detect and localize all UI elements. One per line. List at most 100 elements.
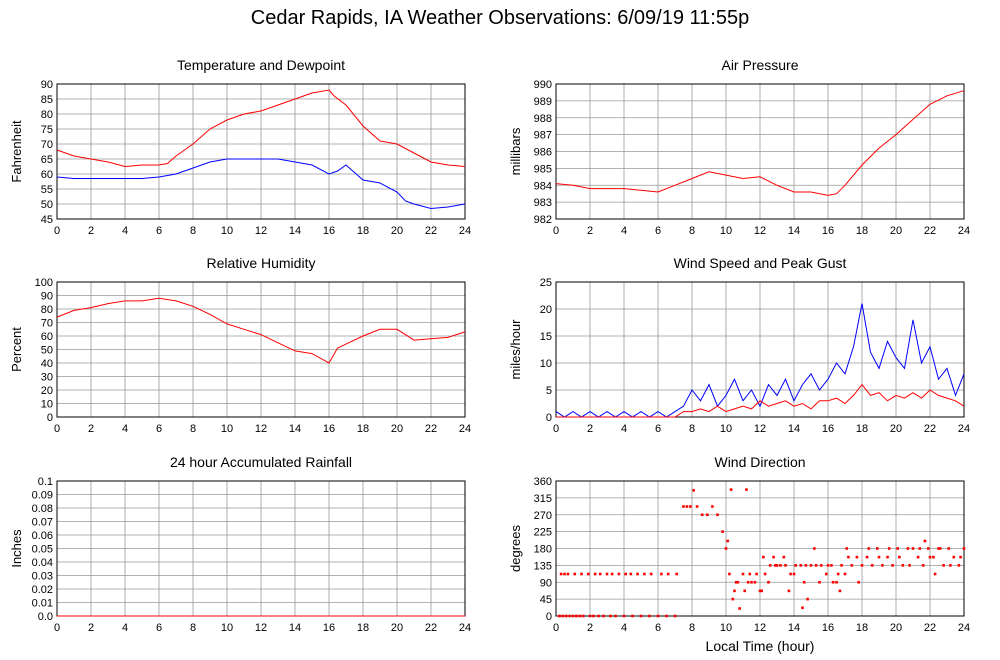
humidity-xtick-label: 8 <box>190 423 196 435</box>
pressure-title: Air Pressure <box>721 57 798 73</box>
wind-series-line-0 <box>555 303 965 418</box>
rain-ytick-label: 0.06 <box>32 530 53 542</box>
winddir-point <box>891 564 894 567</box>
winddir-point <box>838 589 842 593</box>
winddir-point <box>598 572 602 576</box>
rain-xtick-label: 14 <box>289 622 301 634</box>
rain-ytick-label: 0.03 <box>32 571 53 583</box>
humidity-xtick-label: 10 <box>221 423 233 435</box>
winddir-point <box>762 555 765 559</box>
winddir-point <box>587 572 590 576</box>
rain-ytick-label: 0.0 <box>38 611 53 623</box>
winddir-point <box>763 572 767 576</box>
winddir-point <box>804 564 808 567</box>
pressure-xtick-label: 20 <box>890 225 902 237</box>
winddir-point <box>850 564 854 567</box>
temp-plot-frame <box>56 83 466 220</box>
winddir-point <box>938 547 942 550</box>
wind-ytick-label: 10 <box>540 358 552 370</box>
winddir-point <box>855 555 859 559</box>
wind-xtick-label: 10 <box>720 423 732 435</box>
pressure-xtick-label: 2 <box>587 225 593 237</box>
winddir-point <box>665 614 668 618</box>
temp-series-line-0 <box>56 89 466 168</box>
winddir-xtick-label: 4 <box>621 622 627 634</box>
winddir-point <box>682 505 685 508</box>
wind-plot-frame <box>555 281 965 418</box>
temp-ytick-label: 75 <box>41 124 53 136</box>
pressure-xtick-label: 24 <box>958 225 970 237</box>
winddir-point <box>840 564 843 567</box>
wind-xtick-label: 0 <box>553 423 559 435</box>
winddir-point <box>774 564 777 567</box>
temp-ytick-label: 55 <box>41 184 53 196</box>
humidity-ytick-label: 0 <box>47 412 53 424</box>
winddir-point <box>738 607 741 610</box>
winddir-ytick-label: 225 <box>534 527 552 539</box>
winddir-point <box>564 614 568 618</box>
winddir-point <box>639 614 643 618</box>
winddir-point <box>870 564 874 567</box>
winddir-point <box>622 614 626 618</box>
rain-xtick-label: 8 <box>190 622 196 634</box>
wind-xtick-label: 20 <box>890 423 902 435</box>
wind-xtick-label: 22 <box>924 423 936 435</box>
rain-xtick-label: 18 <box>357 622 369 634</box>
wind-xtick-label: 16 <box>822 423 834 435</box>
humidity-xtick-label: 14 <box>289 423 301 435</box>
winddir-point <box>830 564 833 567</box>
humidity-ytick-label: 20 <box>41 385 53 397</box>
humidity-ytick-label: 10 <box>41 399 53 411</box>
winddir-point <box>923 539 927 543</box>
temp-xtick-label: 22 <box>425 225 437 237</box>
winddir-point <box>831 580 835 584</box>
pressure-plot-frame <box>555 83 965 220</box>
winddir-xtick-label: 2 <box>587 622 593 634</box>
temp-title: Temperature and Dewpoint <box>177 57 345 73</box>
humidity-ytick-label: 90 <box>41 291 53 303</box>
temp-xtick-label: 16 <box>323 225 335 237</box>
rain-ytick-label: 0.07 <box>32 517 53 529</box>
pressure-xtick-label: 4 <box>621 225 627 237</box>
winddir-point <box>568 614 571 618</box>
rain-ytick-label: 0.04 <box>32 557 53 569</box>
rain-ytick-label: 0.09 <box>32 490 53 502</box>
winddir-point <box>631 614 634 618</box>
temp-xtick-label: 14 <box>289 225 301 237</box>
winddir-point <box>592 614 595 618</box>
rain-xtick-label: 10 <box>221 622 233 634</box>
temp-xtick-label: 12 <box>255 225 267 237</box>
winddir-point <box>660 572 663 576</box>
winddir-point <box>952 555 956 559</box>
winddir-ytick-label: 0 <box>546 611 552 623</box>
winddir-point <box>649 572 653 576</box>
winddir-point <box>731 597 735 601</box>
winddir-point <box>896 547 899 550</box>
winddir-point <box>581 614 585 618</box>
humidity-xtick-label: 18 <box>357 423 369 435</box>
rain-xtick-label: 0 <box>54 622 60 634</box>
winddir-point <box>928 555 932 559</box>
winddir-point <box>617 572 621 576</box>
humidity-xtick-label: 22 <box>425 423 437 435</box>
winddir-point <box>959 555 962 559</box>
winddir-point <box>908 564 911 567</box>
rain-xtick-label: 4 <box>122 622 128 634</box>
winddir-point <box>813 547 816 550</box>
winddir-point <box>602 614 605 618</box>
wind-ytick-label: 20 <box>540 304 552 316</box>
wind-xtick-label: 4 <box>621 423 627 435</box>
wind-xtick-label: 2 <box>587 423 593 435</box>
winddir-ylabel: degrees <box>508 525 523 572</box>
winddir-point <box>706 513 709 517</box>
winddir-xtick-label: 12 <box>754 622 766 634</box>
winddir-point <box>933 572 937 576</box>
winddir-point <box>799 564 803 567</box>
wind-ytick-label: 15 <box>540 331 552 343</box>
pressure-ytick-label: 986 <box>534 147 552 159</box>
winddir-xtick-label: 24 <box>958 622 970 634</box>
winddir-point <box>775 564 779 567</box>
pressure-ytick-label: 990 <box>534 79 552 91</box>
humidity-xtick-label: 0 <box>54 423 60 435</box>
wind-xtick-label: 8 <box>689 423 695 435</box>
